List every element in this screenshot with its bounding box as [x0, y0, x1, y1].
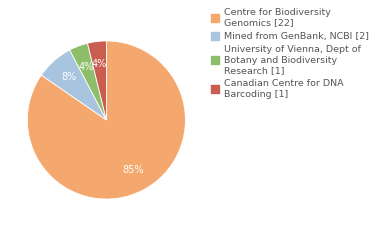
Wedge shape	[27, 41, 185, 199]
Wedge shape	[87, 41, 106, 120]
Text: 8%: 8%	[61, 72, 76, 82]
Text: 85%: 85%	[122, 165, 144, 175]
Text: 4%: 4%	[79, 62, 94, 72]
Text: 4%: 4%	[92, 59, 107, 68]
Wedge shape	[70, 43, 106, 120]
Wedge shape	[41, 50, 106, 120]
Legend: Centre for Biodiversity
Genomics [22], Mined from GenBank, NCBI [2], University : Centre for Biodiversity Genomics [22], M…	[210, 7, 370, 100]
